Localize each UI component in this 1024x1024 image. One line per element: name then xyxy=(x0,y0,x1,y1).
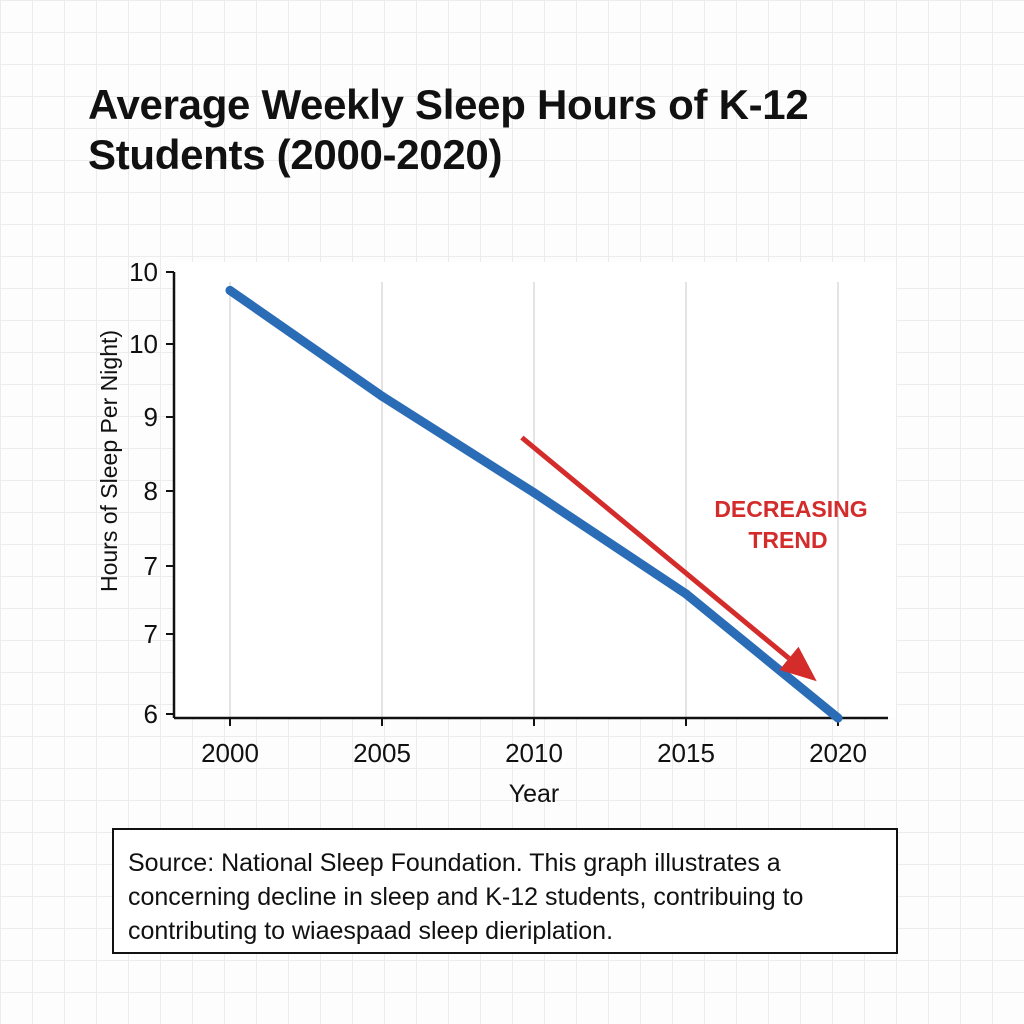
x-tick-label: 2015 xyxy=(657,738,715,768)
y-tick-label: 8 xyxy=(144,476,158,506)
x-tick-label: 2020 xyxy=(809,738,867,768)
annotation-label-line1: DECREASING xyxy=(714,496,867,522)
annotations: DECREASING TREND xyxy=(520,435,868,682)
trend-arrow-shaft xyxy=(520,435,791,661)
y-tick-label: 9 xyxy=(144,402,158,432)
caption-text: Source: National Sleep Foundation. This … xyxy=(128,849,804,945)
y-tick-label: 10 xyxy=(129,257,158,287)
x-tick-label: 2000 xyxy=(201,738,259,768)
chart: 10 10 9 8 7 7 6 2000 2005 2010 2015 2020 DECREASIN… xyxy=(96,257,888,808)
y-tick-label: 7 xyxy=(144,619,158,649)
y-ticks: 10 10 9 8 7 7 6 xyxy=(129,257,174,729)
series xyxy=(225,285,843,723)
y-tick-label: 10 xyxy=(129,329,158,359)
data-point-2015 xyxy=(681,589,691,599)
y-axis-label: Hours of Sleep Per Night) xyxy=(96,330,122,592)
data-point-2005 xyxy=(377,391,387,401)
caption-box: Source: National Sleep Foundation. This … xyxy=(112,828,898,954)
data-point-2020 xyxy=(833,713,843,723)
x-tick-label: 2010 xyxy=(505,738,563,768)
chart-title: Average Weekly Sleep Hours of K-12 Stude… xyxy=(88,81,809,178)
data-point-2000 xyxy=(225,285,235,295)
x-axis-label: Year xyxy=(509,780,560,808)
x-ticks: 2000 2005 2010 2015 2020 xyxy=(201,718,867,768)
data-point-2010 xyxy=(529,488,539,498)
y-tick-label: 6 xyxy=(144,699,158,729)
annotation-label-line2: TREND xyxy=(748,527,827,553)
y-tick-label: 7 xyxy=(144,551,158,581)
x-tick-label: 2005 xyxy=(353,738,411,768)
trend-arrow-head xyxy=(779,646,817,682)
axes xyxy=(172,272,888,720)
